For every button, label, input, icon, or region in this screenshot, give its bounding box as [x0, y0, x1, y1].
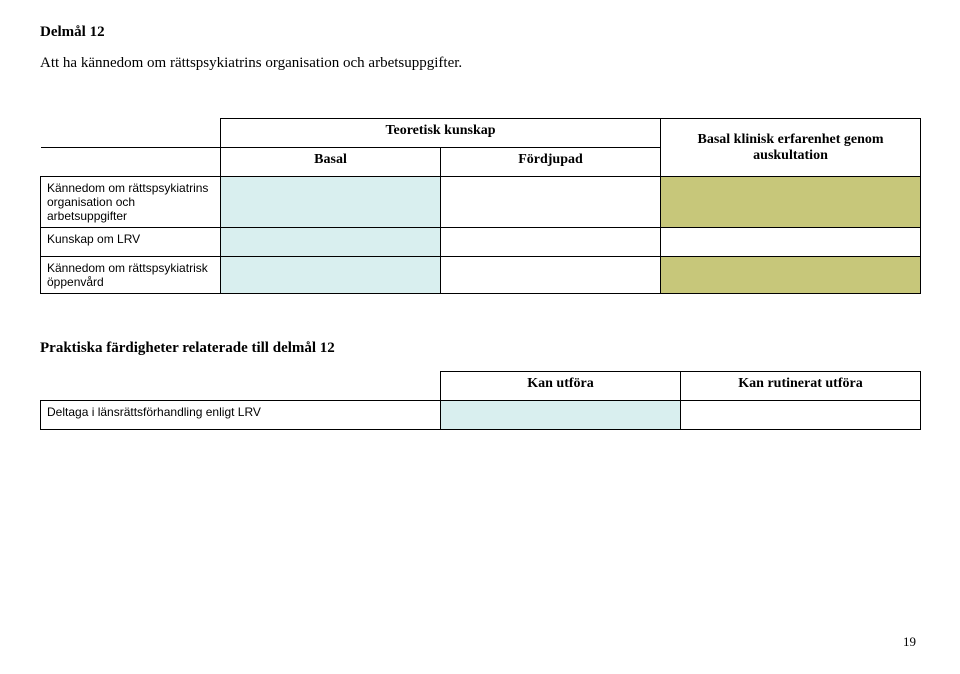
theory-header-blank-top [41, 119, 221, 148]
practical-row-label: Deltaga i länsrättsförhandling enligt LR… [41, 401, 441, 430]
theory-table: Teoretisk kunskap Basal klinisk erfarenh… [40, 118, 921, 294]
theory-row: Kännedom om rättspsykiatrisk öppenvård [41, 257, 921, 294]
practical-table: Kan utföra Kan rutinerat utföra Deltaga … [40, 371, 921, 430]
page-number: 19 [903, 634, 916, 650]
theory-row: Kunskap om LRV [41, 228, 921, 257]
theory-header-blank-bottom [41, 148, 221, 177]
practical-header-row: Kan utföra Kan rutinerat utföra [41, 372, 921, 401]
theory-cell-fordjupad [441, 177, 661, 228]
practical-header-blank [41, 372, 441, 401]
practical-heading: Praktiska färdigheter relaterade till de… [40, 340, 920, 357]
practical-cell-routine [681, 401, 921, 430]
practical-header-routine: Kan rutinerat utföra [681, 372, 921, 401]
theory-row-label: Kännedom om rättspsykiatrins organisatio… [41, 177, 221, 228]
theory-row: Kännedom om rättspsykiatrins organisatio… [41, 177, 921, 228]
practical-cell-can [441, 401, 681, 430]
theory-cell-basal [221, 228, 441, 257]
theory-cell-auskultation [661, 177, 921, 228]
theory-row-label: Kunskap om LRV [41, 228, 221, 257]
page: Delmål 12 Att ha kännedom om rättspsykia… [0, 0, 960, 674]
theory-cell-fordjupad [441, 257, 661, 294]
theory-header-basal: Basal [221, 148, 441, 177]
theory-header-row-1: Teoretisk kunskap Basal klinisk erfarenh… [41, 119, 921, 148]
theory-header-fordjupad: Fördjupad [441, 148, 661, 177]
theory-cell-basal [221, 177, 441, 228]
theory-header-top: Teoretisk kunskap [221, 119, 661, 148]
theory-header-auskultation: Basal klinisk erfarenhet genom auskultat… [661, 119, 921, 177]
practical-header-can: Kan utföra [441, 372, 681, 401]
practical-row: Deltaga i länsrättsförhandling enligt LR… [41, 401, 921, 430]
theory-cell-auskultation [661, 228, 921, 257]
page-title: Delmål 12 [40, 24, 920, 41]
theory-cell-auskultation [661, 257, 921, 294]
theory-row-label: Kännedom om rättspsykiatrisk öppenvård [41, 257, 221, 294]
page-subtitle: Att ha kännedom om rättspsykiatrins orga… [40, 55, 920, 72]
theory-cell-basal [221, 257, 441, 294]
theory-cell-fordjupad [441, 228, 661, 257]
